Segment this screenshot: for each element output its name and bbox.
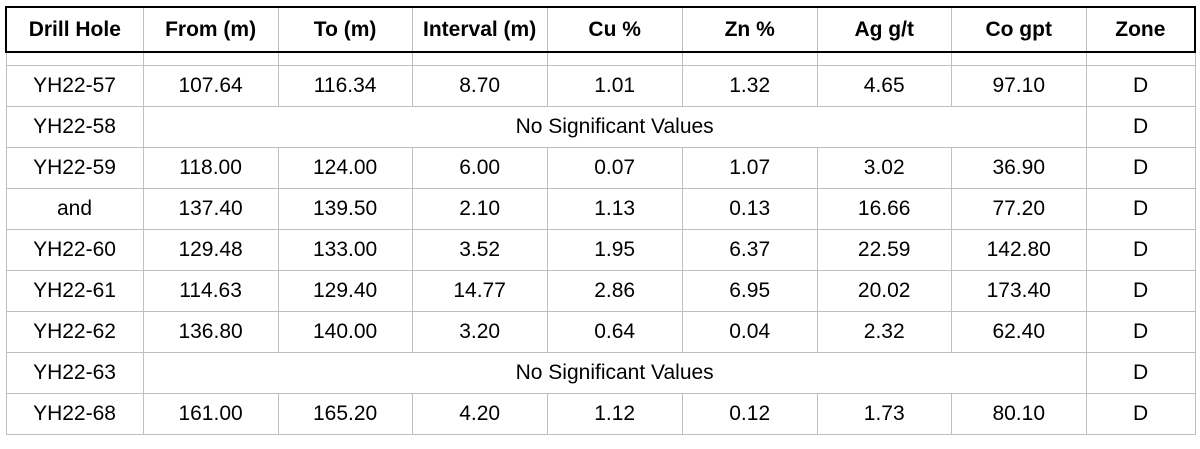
drill-hole-cell: YH22-62 bbox=[5, 311, 144, 353]
table-row: YH22-59 118.00 124.00 6.00 0.07 1.07 3.0… bbox=[5, 147, 1196, 189]
cu-cell: 0.07 bbox=[546, 147, 683, 189]
from-cell: 107.64 bbox=[142, 65, 279, 107]
table-row: YH22-61 114.63 129.40 14.77 2.86 6.95 20… bbox=[5, 270, 1196, 312]
drill-hole-cell: YH22-57 bbox=[5, 65, 144, 107]
from-cell: 118.00 bbox=[142, 147, 279, 189]
interval-cell: 3.20 bbox=[411, 311, 548, 353]
from-cell: 137.40 bbox=[142, 188, 279, 230]
drill-hole-cell: YH22-68 bbox=[5, 393, 144, 435]
co-cell: 77.20 bbox=[950, 188, 1087, 230]
zone-cell: D bbox=[1085, 147, 1196, 189]
header-zone: Zone bbox=[1085, 6, 1196, 53]
table-row: YH22-60 129.48 133.00 3.52 1.95 6.37 22.… bbox=[5, 229, 1196, 271]
from-cell: 114.63 bbox=[142, 270, 279, 312]
table-row: YH22-58 No Significant Values D bbox=[5, 106, 1196, 148]
header-zn: Zn % bbox=[681, 6, 818, 53]
cu-cell: 1.01 bbox=[546, 65, 683, 107]
from-cell: 136.80 bbox=[142, 311, 279, 353]
drill-hole-cell: YH22-61 bbox=[5, 270, 144, 312]
co-cell: 142.80 bbox=[950, 229, 1087, 271]
cu-cell: 0.64 bbox=[546, 311, 683, 353]
zn-cell: 1.32 bbox=[681, 65, 818, 107]
ag-cell: 20.02 bbox=[816, 270, 952, 312]
drill-hole-cell: YH22-63 bbox=[5, 352, 144, 394]
spacer-row bbox=[5, 51, 1196, 66]
zone-cell: D bbox=[1085, 311, 1196, 353]
zn-cell: 6.95 bbox=[681, 270, 818, 312]
zone-cell: D bbox=[1085, 270, 1196, 312]
cu-cell: 1.95 bbox=[546, 229, 683, 271]
ag-cell: 22.59 bbox=[816, 229, 952, 271]
header-cu: Cu % bbox=[546, 6, 683, 53]
no-significant-values-cell: No Significant Values bbox=[142, 106, 1087, 148]
from-cell: 161.00 bbox=[142, 393, 279, 435]
drill-hole-cell: and bbox=[5, 188, 144, 230]
ag-cell: 1.73 bbox=[816, 393, 952, 435]
zn-cell: 6.37 bbox=[681, 229, 818, 271]
table-row: YH22-57 107.64 116.34 8.70 1.01 1.32 4.6… bbox=[5, 65, 1196, 107]
zone-cell: D bbox=[1085, 188, 1196, 230]
table-row: YH22-62 136.80 140.00 3.20 0.64 0.04 2.3… bbox=[5, 311, 1196, 353]
interval-cell: 14.77 bbox=[411, 270, 548, 312]
spacer-cell bbox=[411, 51, 548, 66]
co-cell: 62.40 bbox=[950, 311, 1087, 353]
spacer-cell bbox=[950, 51, 1087, 66]
co-cell: 80.10 bbox=[950, 393, 1087, 435]
header-ag: Ag g/t bbox=[816, 6, 952, 53]
zn-cell: 1.07 bbox=[681, 147, 818, 189]
table-row: YH22-63 No Significant Values D bbox=[5, 352, 1196, 394]
ag-cell: 3.02 bbox=[816, 147, 952, 189]
header-co: Co gpt bbox=[950, 6, 1087, 53]
cu-cell: 1.12 bbox=[546, 393, 683, 435]
to-cell: 124.00 bbox=[277, 147, 413, 189]
spacer-cell bbox=[277, 51, 413, 66]
co-cell: 36.90 bbox=[950, 147, 1087, 189]
drill-results-table: Drill Hole From (m) To (m) Interval (m) … bbox=[4, 6, 1196, 435]
to-cell: 165.20 bbox=[277, 393, 413, 435]
co-cell: 97.10 bbox=[950, 65, 1087, 107]
ag-cell: 2.32 bbox=[816, 311, 952, 353]
to-cell: 139.50 bbox=[277, 188, 413, 230]
zone-cell: D bbox=[1085, 229, 1196, 271]
zone-cell: D bbox=[1085, 106, 1196, 148]
zone-cell: D bbox=[1085, 352, 1196, 394]
table-row: YH22-68 161.00 165.20 4.20 1.12 0.12 1.7… bbox=[5, 393, 1196, 435]
header-to: To (m) bbox=[277, 6, 413, 53]
zn-cell: 0.12 bbox=[681, 393, 818, 435]
ag-cell: 4.65 bbox=[816, 65, 952, 107]
drill-hole-cell: YH22-59 bbox=[5, 147, 144, 189]
no-significant-values-cell: No Significant Values bbox=[142, 352, 1087, 394]
header-row: Drill Hole From (m) To (m) Interval (m) … bbox=[4, 6, 1196, 53]
to-cell: 140.00 bbox=[277, 311, 413, 353]
zone-cell: D bbox=[1085, 393, 1196, 435]
from-cell: 129.48 bbox=[142, 229, 279, 271]
spacer-cell bbox=[1085, 51, 1196, 66]
to-cell: 133.00 bbox=[277, 229, 413, 271]
interval-cell: 2.10 bbox=[411, 188, 548, 230]
drill-hole-cell: YH22-60 bbox=[5, 229, 144, 271]
spacer-cell bbox=[142, 51, 279, 66]
interval-cell: 8.70 bbox=[411, 65, 548, 107]
interval-cell: 4.20 bbox=[411, 393, 548, 435]
cu-cell: 1.13 bbox=[546, 188, 683, 230]
zone-cell: D bbox=[1085, 65, 1196, 107]
to-cell: 116.34 bbox=[277, 65, 413, 107]
table-row: and 137.40 139.50 2.10 1.13 0.13 16.66 7… bbox=[5, 188, 1196, 230]
ag-cell: 16.66 bbox=[816, 188, 952, 230]
co-cell: 173.40 bbox=[950, 270, 1087, 312]
interval-cell: 6.00 bbox=[411, 147, 548, 189]
interval-cell: 3.52 bbox=[411, 229, 548, 271]
header-interval: Interval (m) bbox=[411, 6, 548, 53]
drill-hole-cell: YH22-58 bbox=[5, 106, 144, 148]
header-drill-hole: Drill Hole bbox=[4, 6, 144, 53]
spacer-cell bbox=[546, 51, 683, 66]
spacer-cell bbox=[681, 51, 818, 66]
spacer-cell bbox=[5, 51, 144, 66]
zn-cell: 0.13 bbox=[681, 188, 818, 230]
cu-cell: 2.86 bbox=[546, 270, 683, 312]
to-cell: 129.40 bbox=[277, 270, 413, 312]
header-from: From (m) bbox=[142, 6, 279, 53]
spacer-cell bbox=[816, 51, 952, 66]
zn-cell: 0.04 bbox=[681, 311, 818, 353]
